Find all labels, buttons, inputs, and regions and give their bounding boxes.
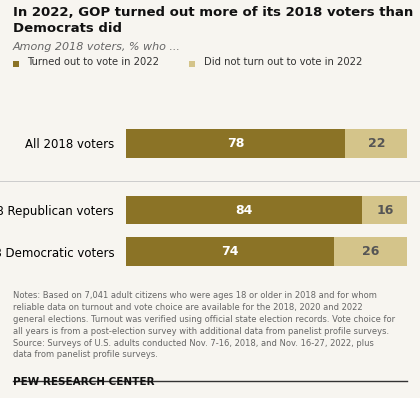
Text: Did not turn out to vote in 2022: Did not turn out to vote in 2022 — [204, 57, 362, 67]
Text: 16: 16 — [376, 204, 394, 217]
Text: 26: 26 — [362, 245, 380, 258]
Bar — [334, 237, 407, 266]
Bar — [126, 196, 362, 224]
Text: Democrats did: Democrats did — [13, 22, 122, 35]
Text: 74: 74 — [221, 245, 239, 258]
Bar — [126, 237, 334, 266]
Bar — [346, 129, 407, 158]
Text: 78: 78 — [227, 137, 244, 150]
Bar — [126, 129, 346, 158]
Text: Notes: Based on 7,041 adult citizens who were ages 18 or older in 2018 and for w: Notes: Based on 7,041 adult citizens who… — [13, 291, 395, 359]
Text: In 2022, GOP turned out more of its 2018 voters than: In 2022, GOP turned out more of its 2018… — [13, 6, 413, 19]
Text: 22: 22 — [368, 137, 385, 150]
Text: Among 2018 voters, % who ...: Among 2018 voters, % who ... — [13, 42, 181, 52]
Text: PEW RESEARCH CENTER: PEW RESEARCH CENTER — [13, 377, 154, 387]
Bar — [362, 196, 407, 224]
Text: Turned out to vote in 2022: Turned out to vote in 2022 — [27, 57, 159, 67]
Text: 84: 84 — [236, 204, 253, 217]
